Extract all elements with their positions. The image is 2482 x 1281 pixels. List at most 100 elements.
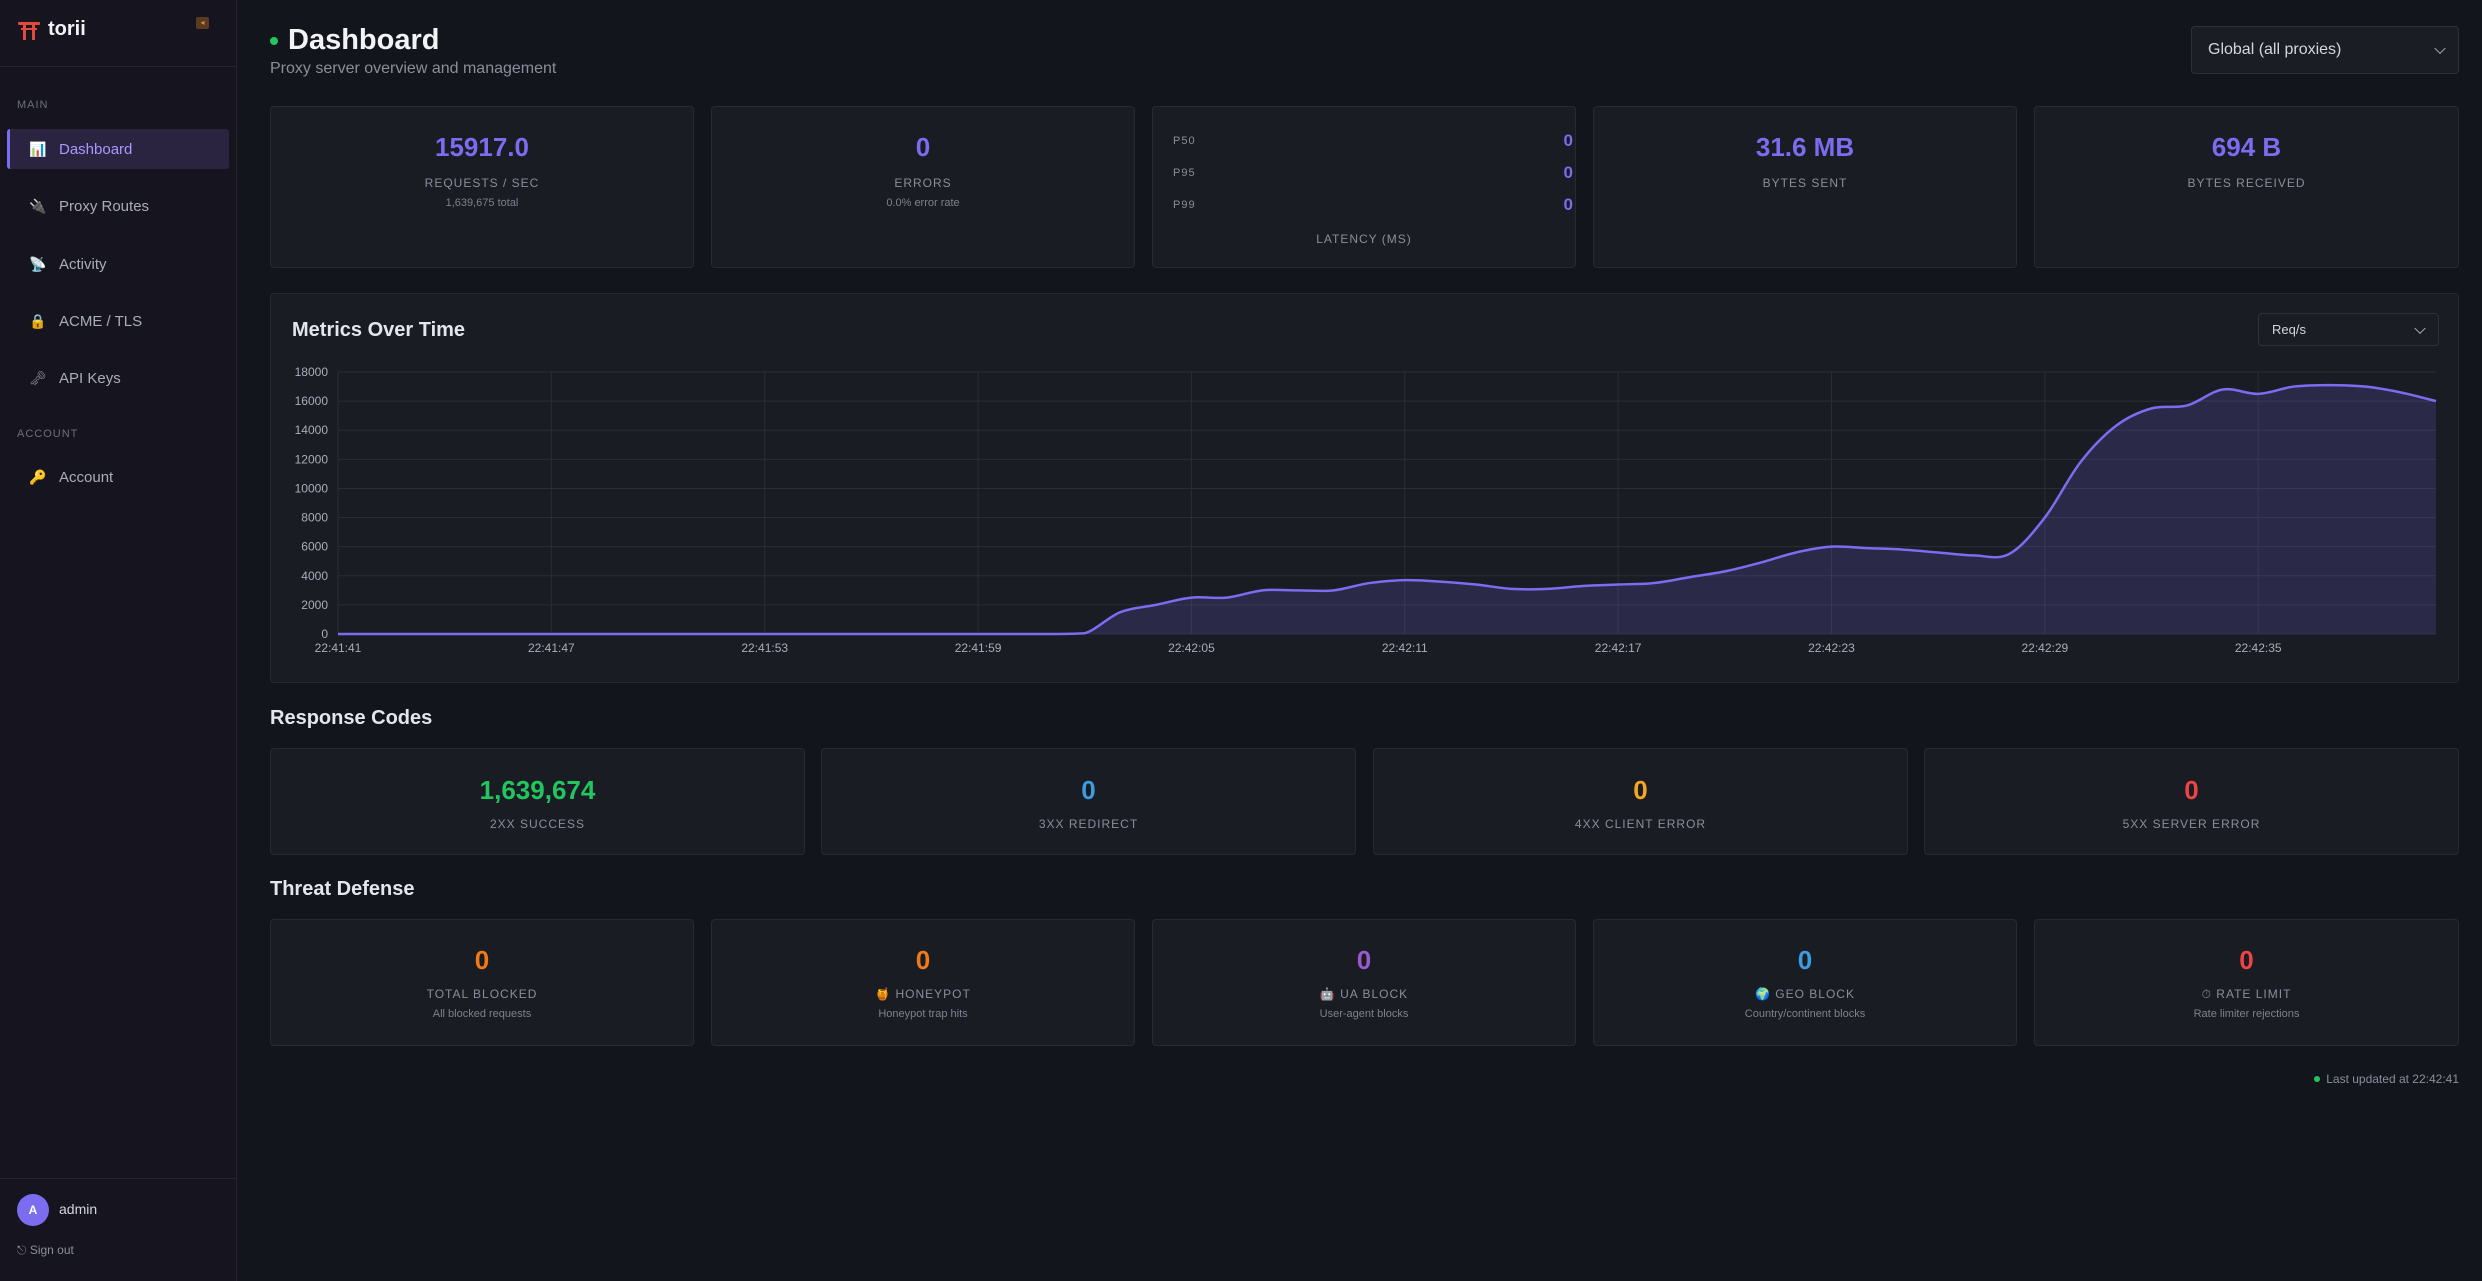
sidebar-item-dashboard[interactable]: 📊 Dashboard [7, 129, 229, 169]
requests-per-sec-value: 15917.0 [435, 132, 529, 162]
response-code-3xx-card: 0 3XX REDIRECT [821, 748, 1356, 855]
bytes-sent-label: BYTES SENT [1762, 176, 1848, 190]
sidebar-item-label: API Keys [59, 369, 121, 387]
geo-block-sub: Country/continent blocks [1744, 1008, 1866, 1020]
series-area [338, 385, 2436, 634]
sidebar-item-acme-tls[interactable]: 🔒 ACME / TLS [7, 301, 229, 341]
x-tick-label: 22:41:41 [315, 641, 362, 655]
rate-limit-card: 0 ⏱ RATE LIMIT Rate limiter rejections [2034, 919, 2459, 1046]
geo-block-card: 0 🌍 GEO BLOCK Country/continent blocks [1593, 919, 2017, 1046]
errors-card: 0 ERRORS 0.0% error rate [711, 106, 1135, 268]
total-blocked-label: TOTAL BLOCKED [426, 987, 538, 1001]
y-tick-label: 10000 [295, 481, 329, 495]
x-tick-label: 22:42:29 [2021, 641, 2068, 655]
page-subtitle: Proxy server overview and management [270, 60, 557, 77]
x-tick-label: 22:42:05 [1168, 641, 1215, 655]
sidebar-item-label: ACME / TLS [59, 312, 143, 330]
brand[interactable]: torii [18, 18, 86, 41]
response-4xx-label: 4XX CLIENT ERROR [1574, 817, 1707, 831]
latency-p99-row: P99 0 [1173, 195, 1573, 215]
ua-block-value: 0 [1356, 945, 1372, 975]
threat-defense-heading: Threat Defense [270, 878, 415, 900]
sidebar-item-activity[interactable]: 📡 Activity [7, 244, 229, 284]
user-name: admin [59, 1201, 98, 1217]
latency-p95-label: P95 [1173, 167, 1196, 179]
sidebar-item-api-keys[interactable]: 🗝 API Keys [7, 358, 229, 398]
y-tick-label: 6000 [301, 540, 328, 554]
x-tick-label: 22:42:35 [2235, 641, 2282, 655]
response-5xx-label: 5XX SERVER ERROR [2122, 817, 2261, 831]
sidebar-item-label: Dashboard [59, 140, 133, 158]
metric-select-value: Req/s [2272, 322, 2306, 337]
account-key-icon: 🔑 [29, 468, 47, 485]
last-updated-status: Last updated at 22:42:41 [2314, 1072, 2459, 1086]
response-codes-heading: Response Codes [270, 707, 433, 729]
section-label-main: MAIN [17, 99, 49, 111]
honeypot-label: 🍯 HONEYPOT [875, 987, 971, 1001]
errors-value: 0 [915, 132, 931, 162]
ua-block-label: 🤖 UA BLOCK [1319, 987, 1409, 1001]
x-tick-label: 22:41:47 [528, 641, 575, 655]
sidebar-item-label: Account [59, 468, 114, 486]
latency-p50-label: P50 [1173, 135, 1196, 147]
x-tick-label: 22:42:17 [1595, 641, 1642, 655]
rate-limit-sub: Rate limiter rejections [2193, 1008, 2300, 1020]
latency-label: LATENCY (MS) [1316, 232, 1412, 246]
latency-p50-row: P50 0 [1173, 131, 1573, 151]
page-title: Dashboard [288, 24, 440, 56]
requests-total: 1,639,675 total [445, 197, 519, 209]
errors-label: ERRORS [894, 176, 952, 190]
x-tick-label: 22:41:53 [741, 641, 788, 655]
x-tick-label: 22:42:23 [1808, 641, 1855, 655]
brand-name: torii [48, 18, 86, 40]
chevron-down-icon [2414, 322, 2426, 334]
ua-block-card: 0 🤖 UA BLOCK User-agent blocks [1152, 919, 1576, 1046]
chart-title: Metrics Over Time [292, 319, 466, 341]
proxy-scope-value: Global (all proxies) [2208, 41, 2342, 58]
response-code-4xx-card: 0 4XX CLIENT ERROR [1373, 748, 1908, 855]
collapse-sidebar-icon[interactable]: ◂ [196, 17, 209, 29]
latency-card: P50 0 P95 0 P99 0 LATENCY (MS) [1152, 106, 1576, 268]
geo-block-value: 0 [1797, 945, 1813, 975]
bytes-sent-card: 31.6 MB BYTES SENT [1593, 106, 2017, 268]
requests-per-sec-card: 15917.0 REQUESTS / SEC 1,639,675 total [270, 106, 694, 268]
series-line [338, 383, 2437, 636]
live-status-dot [270, 36, 278, 45]
rate-limit-label: ⏱ RATE LIMIT [2201, 987, 2292, 1001]
sidebar-item-label: Activity [59, 255, 107, 273]
latency-p95-row: P95 0 [1173, 163, 1573, 183]
sign-out-link[interactable]: ⎋ Sign out [17, 1243, 74, 1257]
sidebar-item-label: Proxy Routes [59, 197, 150, 215]
y-tick-label: 0 [321, 627, 328, 641]
response-5xx-value: 0 [2184, 775, 2199, 805]
status-dot [2314, 1076, 2321, 1082]
metric-select[interactable]: Req/s [2258, 313, 2439, 346]
rate-limit-value: 0 [2239, 945, 2254, 975]
chevron-down-icon [2434, 42, 2446, 55]
total-blocked-card: 0 TOTAL BLOCKED All blocked requests [270, 919, 694, 1046]
response-3xx-value: 0 [1081, 775, 1096, 805]
y-tick-label: 8000 [301, 511, 328, 525]
x-tick-label: 22:42:11 [1382, 641, 1428, 655]
page-title-row: Dashboard [270, 24, 439, 57]
y-tick-label: 16000 [295, 394, 329, 408]
latency-p99-label: P99 [1173, 199, 1196, 211]
sidebar-bottom-divider [0, 1178, 237, 1179]
key-icon: 🗝 [29, 369, 47, 386]
geo-block-label: 🌍 GEO BLOCK [1755, 987, 1855, 1001]
avatar[interactable]: A [17, 1194, 49, 1226]
sidebar-item-proxy-routes[interactable]: 🔌 Proxy Routes [7, 186, 229, 226]
error-rate: 0.0% error rate [886, 197, 960, 209]
proxy-scope-select[interactable]: Global (all proxies) [2191, 26, 2459, 74]
response-2xx-label: 2XX SUCCESS [489, 817, 586, 831]
y-tick-label: 14000 [295, 423, 329, 437]
sidebar-item-account[interactable]: 🔑 Account [7, 457, 229, 497]
honeypot-sub: Honeypot trap hits [878, 1008, 968, 1020]
response-code-5xx-card: 0 5XX SERVER ERROR [1924, 748, 2459, 855]
latency-p50-value: 0 [1563, 131, 1573, 150]
bytes-sent-value: 31.6 MB [1755, 132, 1855, 162]
chart-icon: 📊 [29, 140, 47, 157]
y-tick-label: 12000 [295, 452, 329, 466]
latency-p99-value: 0 [1563, 195, 1573, 214]
bytes-received-card: 694 B BYTES RECEIVED [2034, 106, 2459, 268]
